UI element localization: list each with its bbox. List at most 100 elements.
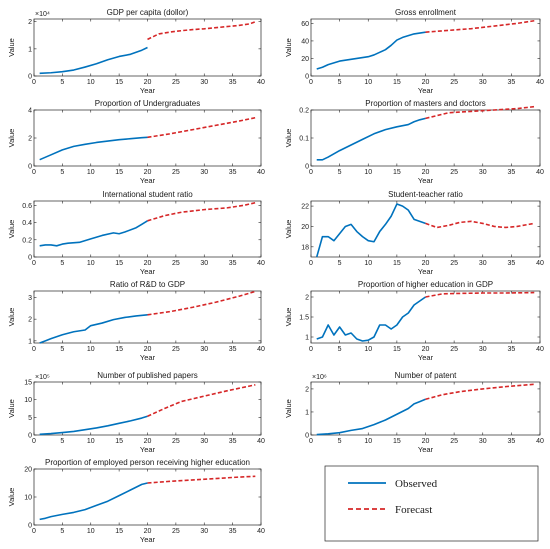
x-tick-label: 35 bbox=[507, 438, 515, 445]
y-tick-label: 0 bbox=[305, 164, 309, 171]
chart-title: Proportion of Undergraduates bbox=[95, 99, 200, 108]
forecast-series-line bbox=[147, 116, 256, 139]
x-tick-label: 10 bbox=[364, 79, 372, 86]
forecast-series-line bbox=[147, 475, 256, 484]
x-tick-label: 10 bbox=[87, 528, 95, 535]
y-tick-label: 1.5 bbox=[299, 315, 309, 322]
chart-panel-5: International student ratio 0 5 10 15 20 25 30 3… bbox=[7, 190, 265, 276]
x-tick-label: 30 bbox=[479, 346, 487, 353]
y-axis-label: Value bbox=[7, 220, 16, 239]
x-tick-label: 5 bbox=[60, 346, 64, 353]
y-tick-label: 0 bbox=[28, 74, 32, 81]
axes-box bbox=[310, 200, 541, 258]
y-tick-label: 60 bbox=[301, 21, 309, 28]
observed-series-line bbox=[39, 314, 148, 344]
y-tick-label: 0 bbox=[305, 433, 309, 440]
y-tick-label: 20 bbox=[301, 56, 309, 63]
y-axis-label: Value bbox=[7, 488, 16, 507]
x-tick-label: 35 bbox=[229, 169, 237, 176]
chart-title: Proportion of higher education in GDP bbox=[358, 280, 493, 289]
x-tick-label: 15 bbox=[393, 438, 401, 445]
x-tick-label: 40 bbox=[257, 169, 265, 176]
y-tick-label: 0 bbox=[305, 74, 309, 81]
observed-series-line bbox=[316, 296, 426, 342]
y-tick-label: 18 bbox=[301, 244, 309, 251]
chart-panel-6: Student-teacher ratio 0 5 10 15 20 25 30 35 40 18 2… bbox=[284, 190, 544, 276]
observed-series-line bbox=[315, 203, 426, 258]
y-tick-label: 0.2 bbox=[22, 237, 32, 244]
x-tick-label: 0 bbox=[309, 260, 313, 267]
x-tick-label: 30 bbox=[200, 79, 208, 86]
y-axis-label: Value bbox=[284, 129, 293, 148]
forecast-series-line bbox=[425, 291, 535, 298]
x-tick-label: 15 bbox=[115, 528, 123, 535]
x-tick-label: 30 bbox=[200, 528, 208, 535]
x-tick-label: 10 bbox=[87, 260, 95, 267]
y-tick-label: 2 bbox=[28, 136, 32, 143]
x-tick-label: 35 bbox=[507, 169, 515, 176]
x-tick-label: 20 bbox=[422, 438, 430, 445]
x-tick-label: 35 bbox=[229, 438, 237, 445]
x-tick-label: 0 bbox=[309, 346, 313, 353]
x-tick-label: 30 bbox=[479, 260, 487, 267]
y-tick-label: 22 bbox=[301, 204, 309, 211]
observed-series-line bbox=[316, 398, 426, 436]
y-tick-label: 10 bbox=[24, 397, 32, 404]
x-tick-label: 20 bbox=[144, 260, 152, 267]
y-tick-label: 10 bbox=[24, 495, 32, 502]
x-tick-label: 0 bbox=[32, 438, 36, 445]
observed-series-line bbox=[39, 46, 148, 75]
x-tick-label: 25 bbox=[450, 438, 458, 445]
forecast-series-line bbox=[425, 220, 535, 229]
x-tick-label: 15 bbox=[393, 169, 401, 176]
x-tick-label: 25 bbox=[450, 169, 458, 176]
x-tick-label: 20 bbox=[144, 169, 152, 176]
x-axis-label: Year bbox=[140, 353, 156, 362]
x-tick-label: 30 bbox=[200, 438, 208, 445]
x-tick-label: 5 bbox=[338, 169, 342, 176]
x-tick-label: 0 bbox=[32, 260, 36, 267]
axes-box bbox=[33, 468, 262, 526]
y-tick-label: 40 bbox=[301, 38, 309, 45]
x-tick-label: 0 bbox=[32, 79, 36, 86]
y-tick-label: 0.4 bbox=[22, 220, 32, 227]
x-tick-label: 20 bbox=[422, 169, 430, 176]
x-tick-label: 35 bbox=[229, 79, 237, 86]
legend-forecast-label: Forecast bbox=[395, 504, 432, 516]
x-axis-label: Year bbox=[418, 445, 434, 454]
x-tick-label: 20 bbox=[422, 79, 430, 86]
x-tick-label: 35 bbox=[507, 260, 515, 267]
y-tick-label: 1 bbox=[28, 46, 32, 53]
legend-box bbox=[324, 465, 539, 542]
x-axis-label: Year bbox=[140, 445, 156, 454]
y-tick-label: 1 bbox=[28, 338, 32, 345]
x-tick-label: 5 bbox=[60, 169, 64, 176]
x-tick-label: 20 bbox=[422, 346, 430, 353]
observed-series-line bbox=[316, 31, 426, 70]
x-tick-label: 10 bbox=[87, 346, 95, 353]
y-tick-label: 3 bbox=[28, 295, 32, 302]
chart-title: Number of published papers bbox=[97, 371, 198, 380]
chart-title: Proportion of employed person receiving … bbox=[45, 458, 250, 467]
x-tick-label: 25 bbox=[450, 79, 458, 86]
x-tick-label: 20 bbox=[422, 260, 430, 267]
x-tick-label: 25 bbox=[450, 260, 458, 267]
x-tick-label: 40 bbox=[536, 169, 544, 176]
x-tick-label: 40 bbox=[536, 260, 544, 267]
x-tick-label: 10 bbox=[364, 169, 372, 176]
y-tick-label: 1 bbox=[305, 335, 309, 342]
x-tick-label: 0 bbox=[309, 438, 313, 445]
x-tick-label: 5 bbox=[338, 438, 342, 445]
y-tick-label: 4 bbox=[28, 108, 32, 115]
x-tick-label: 20 bbox=[144, 79, 152, 86]
x-tick-label: 35 bbox=[229, 528, 237, 535]
y-tick-label: 1 bbox=[305, 409, 309, 416]
x-tick-label: 10 bbox=[364, 260, 372, 267]
legend: Observed Forecast bbox=[324, 465, 539, 542]
y-tick-label: 0 bbox=[28, 523, 32, 530]
forecast-series-line bbox=[425, 105, 535, 120]
x-tick-label: 15 bbox=[115, 346, 123, 353]
forecast-series-line bbox=[425, 19, 535, 33]
x-tick-label: 30 bbox=[200, 169, 208, 176]
